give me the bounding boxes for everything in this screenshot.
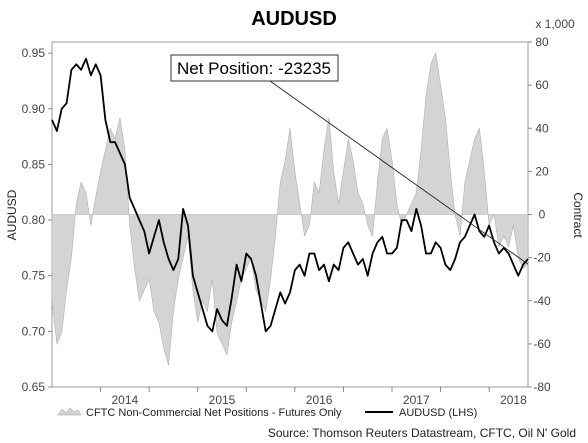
left-tick-label: 0.75 [22, 269, 46, 283]
left-tick-label: 0.95 [22, 46, 46, 60]
right-tick-label: -20 [533, 251, 551, 265]
annotation-text: Net Position: -23235 [177, 59, 331, 78]
right-tick-label: -60 [533, 337, 551, 351]
legend-label-audusd: AUDUSD (LHS) [399, 407, 477, 419]
left-axis-label: AUDUSD [5, 189, 19, 240]
right-tick-label: 60 [535, 78, 549, 92]
legend-area-swatch [57, 407, 82, 416]
x-tick-label: 2015 [209, 393, 236, 407]
x-tick-label: 2018 [500, 393, 527, 407]
right-tick-label: -40 [533, 294, 551, 308]
net-positions-area [51, 51, 529, 366]
left-tick-label: 0.85 [22, 157, 46, 171]
right-axis-label: Contract [571, 192, 585, 238]
right-tick-label: 20 [535, 164, 549, 178]
annotation: Net Position: -23235 [170, 54, 529, 265]
legend: CFTC Non-Commercial Net Positions - Futu… [57, 407, 477, 419]
left-tick-label: 0.65 [22, 380, 46, 394]
right-tick-label: -80 [533, 380, 551, 394]
left-tick-label: 0.70 [22, 324, 46, 338]
plot-area: Net Position: -23235 [51, 41, 529, 388]
right-axis-multiplier: x 1,000 [535, 17, 575, 31]
x-axis-ticks: 2014 2015 2016 2017 2018 [100, 387, 527, 407]
legend-label-net-positions: CFTC Non-Commercial Net Positions - Futu… [86, 407, 342, 419]
annotation-leader-line [269, 80, 529, 265]
x-tick-label: 2017 [403, 393, 430, 407]
right-tick-label: 40 [535, 121, 549, 135]
right-axis-ticks: 80 60 40 20 0 -20 -40 -60 -80 [528, 35, 551, 394]
net-positions-area-layer [51, 51, 529, 366]
x-tick-label: 2014 [112, 393, 139, 407]
right-tick-label: 80 [535, 35, 549, 49]
right-tick-label: 0 [539, 208, 546, 222]
left-tick-label: 0.80 [22, 213, 46, 227]
x-tick-label: 2016 [306, 393, 333, 407]
left-axis-ticks: 0.95 0.90 0.85 0.80 0.75 0.70 0.65 [22, 46, 52, 394]
annotation-box [170, 54, 339, 82]
chart-title: AUDUSD [251, 8, 337, 30]
left-tick-label: 0.90 [22, 102, 46, 116]
audusd-line-layer [51, 57, 529, 333]
source-note: Source: Thomson Reuters Datastream, CFTC… [268, 426, 576, 440]
audusd-line [51, 57, 529, 333]
